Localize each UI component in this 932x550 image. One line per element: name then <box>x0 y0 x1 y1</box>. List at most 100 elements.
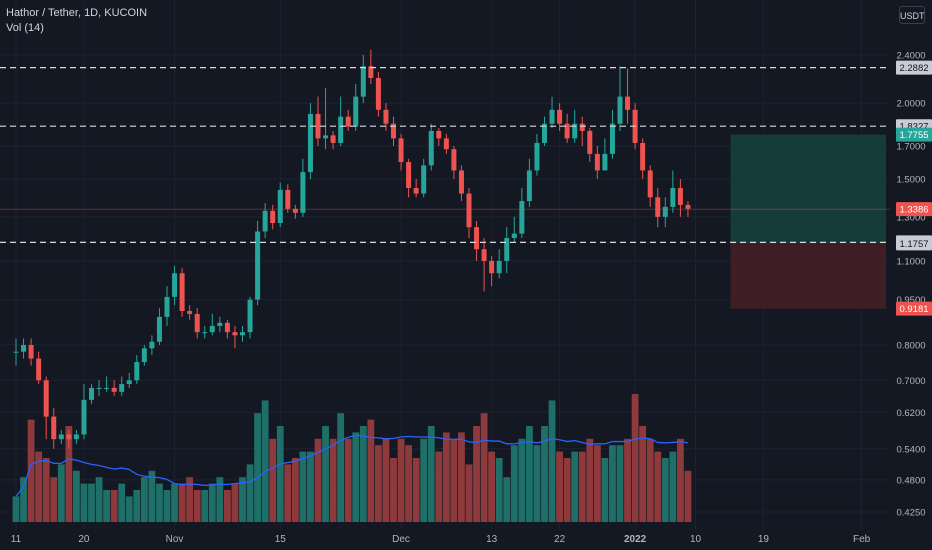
candle-body <box>662 206 668 217</box>
y-tick-label: 0.9500 <box>896 295 925 306</box>
volume-bar <box>276 426 284 522</box>
volume-bar <box>548 400 556 522</box>
volume-bar <box>50 477 58 522</box>
volume-bar <box>473 426 480 522</box>
y-tick-label: 0.7000 <box>896 376 925 387</box>
volume-bar <box>65 426 73 522</box>
volume-bar <box>12 496 20 522</box>
y-tick-label: 0.4250 <box>896 508 925 519</box>
x-tick-label: Feb <box>853 534 871 545</box>
price-label: 2.2882 <box>899 63 928 74</box>
volume-bar <box>639 426 647 522</box>
price-label-box <box>896 236 932 251</box>
volume-bar <box>125 496 133 522</box>
candle-body <box>172 273 178 297</box>
candle-body <box>375 77 381 110</box>
price-axis <box>890 0 932 550</box>
volume-bar <box>669 451 677 522</box>
x-tick-label: 20 <box>78 534 90 545</box>
price-label: 1.8327 <box>899 122 928 133</box>
volume-bar <box>171 483 178 522</box>
candle-body <box>443 138 449 150</box>
candle-body <box>383 109 389 124</box>
candle-body <box>96 387 102 389</box>
candle-body <box>338 116 344 143</box>
volume-bar <box>95 477 103 522</box>
volume-bar <box>609 445 616 522</box>
y-tick-label: 2.4000 <box>896 51 925 62</box>
symbol-title: Hathor / Tether, 1D, KUCOIN <box>6 7 148 19</box>
volume-bar <box>375 445 382 522</box>
volume-bar <box>495 458 503 522</box>
candle-body <box>564 123 570 139</box>
candle-body <box>126 380 132 385</box>
candle-body <box>413 188 419 194</box>
volume-bar <box>110 490 118 522</box>
candle-body <box>406 162 412 189</box>
candle-body <box>625 96 631 110</box>
candle-body <box>224 322 230 333</box>
candle-body <box>489 260 495 274</box>
volume-bar <box>178 483 186 522</box>
price-label-box <box>896 301 932 316</box>
volume-bar <box>148 470 156 522</box>
candle-body <box>58 434 64 440</box>
candle-body <box>28 345 34 359</box>
volume-bar <box>239 477 246 522</box>
volume-bar <box>344 438 352 522</box>
x-tick-label: 19 <box>758 534 770 545</box>
volume-bar <box>103 490 110 522</box>
candle-body <box>307 113 313 173</box>
volume-bar <box>352 432 360 522</box>
candle-body <box>179 273 185 312</box>
candle-body <box>209 325 215 333</box>
candle-body <box>579 123 585 131</box>
volume-bar <box>661 458 669 522</box>
candle-body <box>51 416 57 440</box>
candle-body <box>262 210 268 232</box>
price-label: 1.7755 <box>899 130 928 141</box>
volume-bar <box>208 483 216 522</box>
candle-body <box>81 399 87 435</box>
volume-bar <box>435 451 443 522</box>
y-tick-label: 1.5000 <box>896 175 925 186</box>
candle-body <box>285 189 291 209</box>
volume-bar <box>156 483 163 522</box>
candle-body <box>587 130 593 154</box>
volume-bar <box>80 483 88 522</box>
x-tick-label: Dec <box>392 534 410 545</box>
volume-bar <box>533 445 541 522</box>
candle-body <box>315 113 321 139</box>
volume-bar <box>624 438 631 522</box>
candle-body <box>428 130 434 166</box>
candle-body <box>73 434 79 440</box>
candle-body <box>526 170 532 202</box>
y-tick-label: 0.4800 <box>896 475 925 486</box>
volume-bar <box>526 426 533 522</box>
candle-body <box>398 138 404 163</box>
volume-bar <box>163 490 171 522</box>
candle-body <box>685 204 691 209</box>
candle-body <box>519 201 525 234</box>
volume-bar <box>684 470 692 522</box>
y-tick-label: 2.0000 <box>896 99 925 110</box>
candle-body <box>549 109 555 124</box>
volume-bar <box>254 413 261 522</box>
volume-bar <box>42 458 50 522</box>
candle-body <box>640 142 646 171</box>
candle-body <box>323 135 329 139</box>
candle-body <box>647 170 653 198</box>
volume-bar <box>503 477 511 522</box>
price-label: 1.1757 <box>899 239 928 250</box>
x-tick-label: 22 <box>554 534 566 545</box>
candle-body <box>504 237 510 261</box>
volume-bar <box>405 445 412 522</box>
currency-button[interactable]: USDT <box>899 6 925 24</box>
candle-body <box>149 341 155 349</box>
candle-body <box>134 362 140 381</box>
volume-bar <box>140 477 148 522</box>
candle-body <box>119 384 125 392</box>
candle-body <box>202 332 208 334</box>
candle-body <box>368 66 374 78</box>
